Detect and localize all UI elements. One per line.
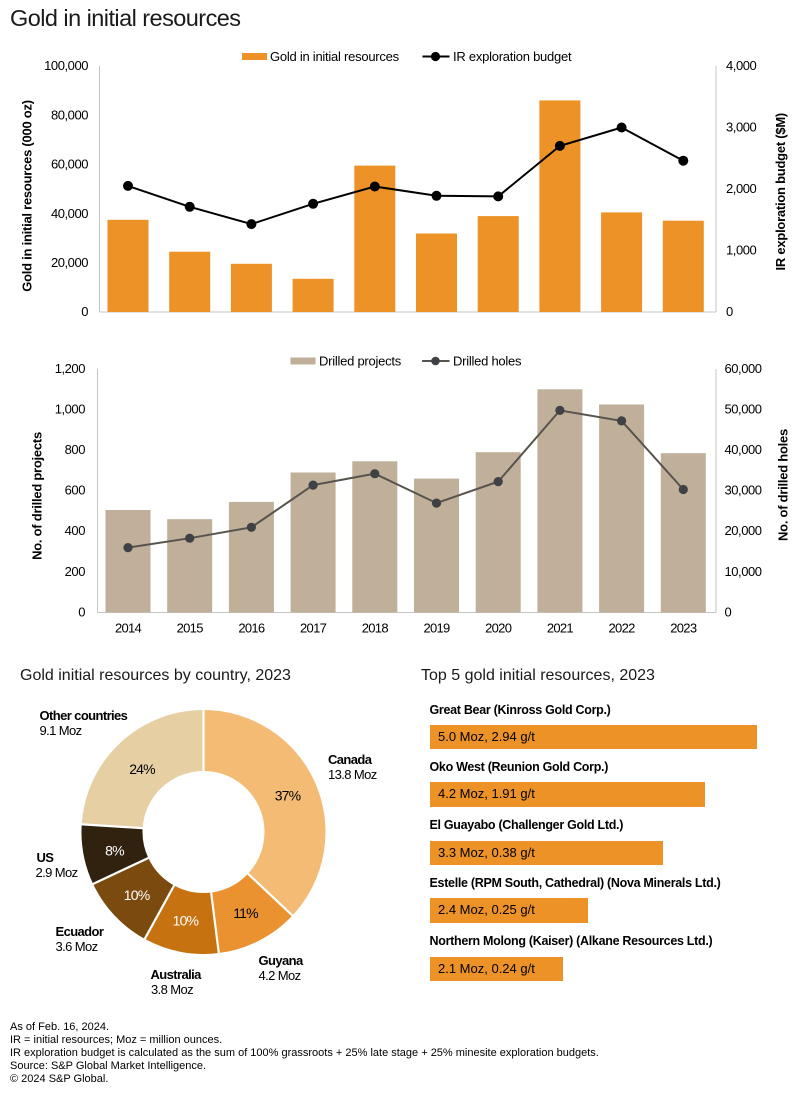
svg-text:2021: 2021: [547, 621, 574, 636]
svg-text:10,000: 10,000: [725, 564, 762, 579]
svg-text:30,000: 30,000: [725, 483, 762, 498]
svg-text:No. of drilled projects: No. of drilled projects: [30, 432, 45, 560]
svg-text:IR exploration budget ($M): IR exploration budget ($M): [773, 113, 788, 270]
svg-text:4,000: 4,000: [726, 58, 757, 73]
svg-text:2014: 2014: [115, 621, 142, 636]
svg-text:2019: 2019: [423, 621, 450, 636]
svg-text:100,000: 100,000: [44, 58, 88, 73]
svg-text:60,000: 60,000: [51, 157, 88, 172]
svg-text:2020: 2020: [485, 621, 512, 636]
svg-text:0: 0: [725, 604, 732, 619]
svg-text:2017: 2017: [300, 621, 327, 636]
svg-text:1,000: 1,000: [55, 402, 86, 417]
svg-text:50,000: 50,000: [725, 402, 762, 417]
svg-text:2022: 2022: [609, 621, 636, 636]
svg-text:0: 0: [726, 304, 733, 319]
svg-text:2018: 2018: [362, 621, 389, 636]
svg-text:2016: 2016: [238, 621, 265, 636]
svg-text:0: 0: [78, 604, 85, 619]
svg-text:2023: 2023: [670, 621, 697, 636]
svg-text:60,000: 60,000: [725, 361, 762, 376]
svg-text:3,000: 3,000: [726, 119, 757, 134]
svg-text:10%: 10%: [173, 913, 199, 929]
svg-text:8%: 8%: [105, 843, 124, 859]
svg-text:Gold in initial resources (000: Gold in initial resources (000 oz): [20, 100, 35, 292]
svg-text:No. of drilled holes: No. of drilled holes: [776, 429, 791, 541]
svg-text:37%: 37%: [275, 787, 301, 803]
svg-text:1,200: 1,200: [55, 361, 86, 376]
svg-text:10%: 10%: [124, 887, 150, 903]
svg-text:20,000: 20,000: [51, 255, 88, 270]
svg-text:200: 200: [65, 564, 86, 579]
svg-text:20,000: 20,000: [725, 523, 762, 538]
svg-text:Drilled projects: Drilled projects: [319, 354, 402, 369]
svg-text:80,000: 80,000: [51, 107, 88, 122]
svg-text:1,000: 1,000: [726, 242, 757, 257]
svg-text:400: 400: [65, 523, 86, 538]
svg-text:IR exploration budget: IR exploration budget: [453, 49, 572, 64]
svg-text:24%: 24%: [129, 761, 155, 777]
svg-text:Gold in initial resources: Gold in initial resources: [270, 49, 400, 64]
svg-text:2,000: 2,000: [726, 181, 757, 196]
svg-text:800: 800: [65, 442, 86, 457]
svg-text:2015: 2015: [177, 621, 204, 636]
svg-text:11%: 11%: [233, 905, 258, 921]
svg-text:0: 0: [81, 304, 88, 319]
svg-text:Drilled holes: Drilled holes: [453, 354, 522, 369]
svg-text:40,000: 40,000: [725, 442, 762, 457]
svg-text:40,000: 40,000: [51, 206, 88, 221]
svg-text:600: 600: [65, 483, 86, 498]
